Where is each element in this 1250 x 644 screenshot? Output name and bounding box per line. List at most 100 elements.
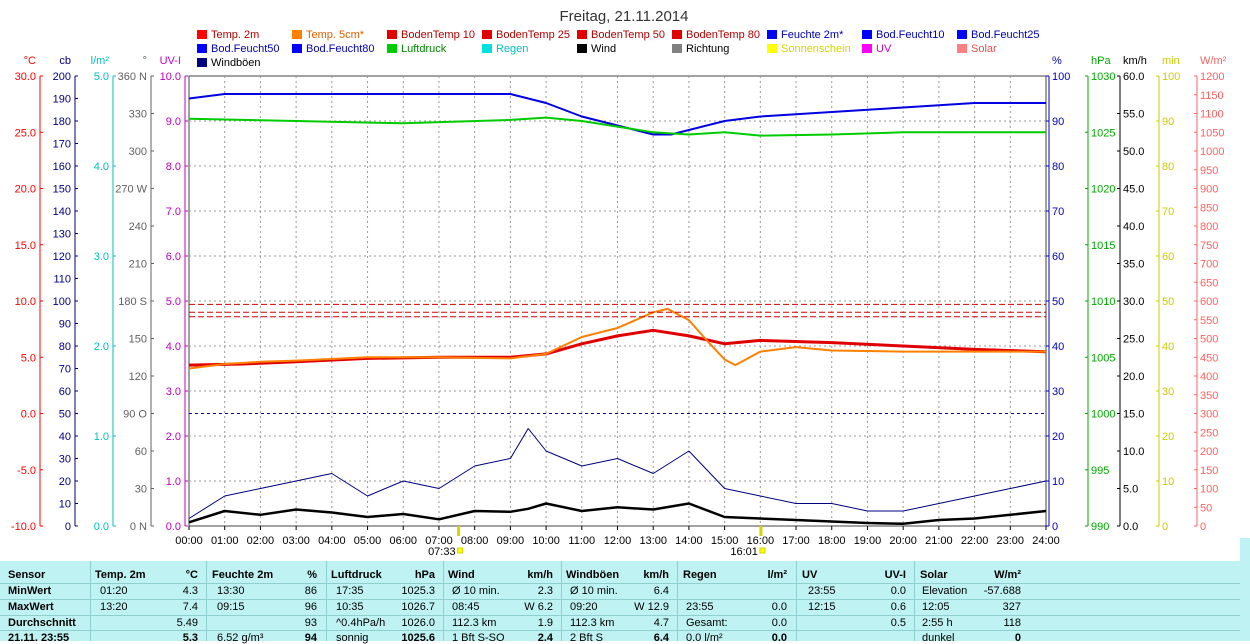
axis-unit: % — [1052, 55, 1062, 67]
axis-tick-label: 0 — [1200, 521, 1206, 533]
axis-tick-label: 80 — [1162, 161, 1174, 173]
table-row-label: MinWert — [8, 585, 52, 597]
table-header: W/m² — [994, 569, 1021, 581]
legend-swatch — [197, 30, 207, 39]
table-value: 0.0 — [771, 632, 787, 644]
x-tick-label: 15:00 — [711, 535, 739, 547]
x-tick-label: 01:00 — [211, 535, 239, 547]
table-header: UV — [802, 569, 818, 581]
axis-tick-label: 300 — [129, 146, 147, 158]
table-header: km/h — [643, 569, 669, 581]
axis-unit: km/h — [1123, 55, 1147, 67]
table-cell: 2:55 h — [922, 617, 953, 629]
legend-item: Temp. 2m — [211, 29, 259, 41]
table-cell: 13:30 — [217, 585, 245, 597]
axis-tick-label: 110 — [53, 274, 71, 286]
axis-tick-label: 1010 — [1091, 296, 1115, 308]
axis-tick-label: 30 — [59, 454, 71, 466]
axis-tick-label: 100 — [1200, 484, 1218, 496]
axis-tick-label: 0 — [1052, 521, 1058, 533]
axis-tick-label: 40 — [1162, 341, 1174, 353]
series-line-temp-2m — [188, 328, 1047, 367]
axis-tick-label: 60 — [1162, 251, 1174, 263]
legend-item: Regen — [496, 43, 528, 55]
axis-tick-label: 2.0 — [94, 341, 109, 353]
table-row-divider — [0, 583, 1250, 584]
axis-tick-label: 180 — [53, 116, 71, 128]
x-tick-label: 13:00 — [639, 535, 667, 547]
table-value: 6.4 — [653, 585, 669, 597]
axis-tick-label: 5.0 — [166, 296, 181, 308]
table-value: 93 — [304, 617, 317, 629]
legend-swatch — [672, 44, 682, 53]
table-value: 6.4 — [653, 632, 669, 644]
axis-tick-label: 1000 — [1091, 409, 1115, 421]
table-value: 86 — [304, 585, 317, 597]
table-value: 4.7 — [653, 617, 669, 629]
axis-tick-label: -10.0 — [11, 521, 36, 533]
axis-tick-label: 180 S — [118, 296, 147, 308]
table-value: W 12.9 — [634, 601, 669, 613]
axis-tick-label: 150 — [1200, 465, 1218, 477]
x-tick-label: 20:00 — [889, 535, 917, 547]
table-value: 0.6 — [890, 601, 906, 613]
table-cell: 09:15 — [217, 601, 245, 613]
axis-tick-label: 10 — [1162, 476, 1174, 488]
axis-tick-label: 450 — [1200, 352, 1218, 364]
axis-tick-label: 1020 — [1091, 184, 1115, 196]
table-value: 2.3 — [537, 585, 553, 597]
x-tick-label: 21:00 — [925, 535, 953, 547]
x-tick-label: 06:00 — [389, 535, 417, 547]
axis-tick-label: 5.0 — [21, 352, 36, 364]
legend-swatch — [482, 44, 492, 53]
table-value: 0.0 — [771, 617, 787, 629]
table-header: Sensor — [8, 569, 46, 581]
table-value: 118 — [1003, 617, 1021, 629]
axis-tick-label: 50 — [1162, 296, 1174, 308]
axis-tick-label: 0.0 — [1123, 521, 1138, 533]
axis-unit: ° — [143, 55, 147, 67]
legend-swatch — [672, 30, 682, 39]
table-header: Temp. 2m — [95, 569, 146, 581]
legend-swatch — [577, 44, 587, 53]
table-row-divider — [0, 615, 1250, 616]
axis-tick-label: 9.0 — [166, 116, 181, 128]
legend-item: BodenTemp 25 — [496, 29, 570, 41]
axis-unit: l/m² — [91, 55, 110, 67]
legend-item: Luftdruck — [401, 43, 447, 55]
axis-tick-label: -5.0 — [17, 465, 36, 477]
axis-tick-label: 20 — [1052, 431, 1064, 443]
table-value: 327 — [1002, 601, 1021, 613]
axis-tick-label: 0 N — [130, 521, 147, 533]
axis-tick-label: 1030 — [1091, 71, 1115, 83]
legend-swatch — [387, 30, 397, 39]
axis-tick-label: 10.0 — [1123, 446, 1144, 458]
axis-tick-label: 25.0 — [15, 127, 36, 139]
axis-tick-label: 100 — [1052, 71, 1070, 83]
axis-tick-label: 1015 — [1091, 240, 1115, 252]
axis-tick-label: 90 — [1162, 116, 1174, 128]
table-cell: ^0.4hPa/h — [336, 617, 386, 629]
weather-chart: Freitag, 21.11.2014 Temp. 2m Temp. 5cm* Bo… — [11, 8, 1227, 558]
axis-tick-label: 20.0 — [15, 184, 36, 196]
axis-tick-label: 0.0 — [21, 409, 36, 421]
legend-item: Sonnenschein — [781, 43, 851, 55]
x-tick-label: 03:00 — [282, 535, 310, 547]
legend-item: Wind — [591, 43, 616, 55]
legend-swatch — [197, 58, 207, 67]
axis-tick-label: 400 — [1200, 371, 1218, 383]
axis-tick-label: 7.0 — [166, 206, 181, 218]
legend-item: BodenTemp 80 — [686, 29, 760, 41]
summary-table: Sensor Temp. 2m °C Feuchte 2m% Luftdruck hPa W… — [0, 561, 1250, 644]
axis-tick-label: 60 — [135, 446, 147, 458]
table-cell: Ø 10 min. — [452, 585, 500, 597]
axis-tick-label: 210 — [129, 259, 147, 271]
legend-swatch — [482, 30, 492, 39]
table-cell: 23:55 — [686, 601, 714, 613]
axis-tick-label: 270 W — [115, 184, 147, 196]
axis-tick-label: 4.0 — [166, 341, 181, 353]
table-value: -57.688 — [983, 585, 1021, 597]
table-value: 1025.3 — [401, 585, 435, 597]
axis-tick-label: 950 — [1200, 165, 1218, 177]
legend-item: BodenTemp 50 — [591, 29, 665, 41]
